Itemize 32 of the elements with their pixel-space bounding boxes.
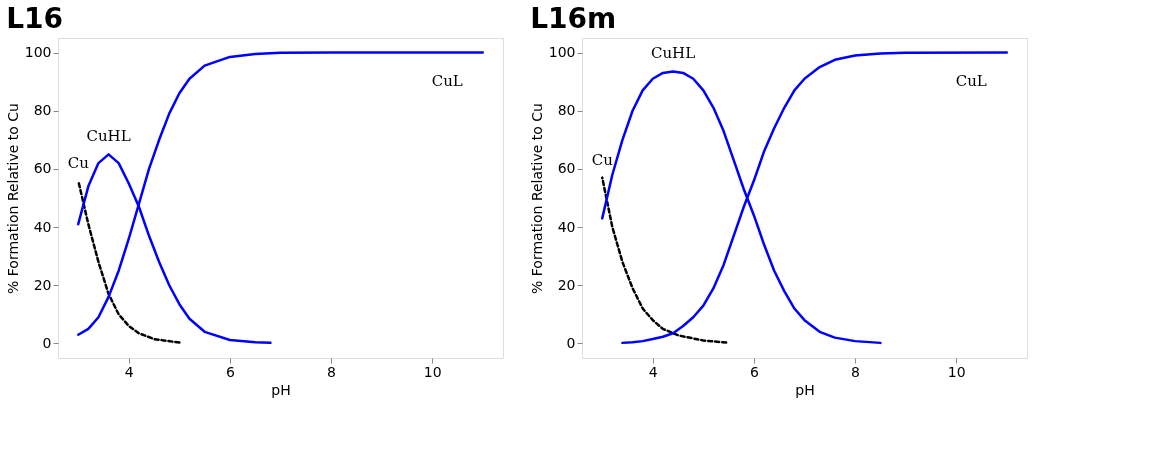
y-tick-label: 80 [557,102,576,119]
series-label: CuHL [650,44,696,63]
y-tick-label: 40 [33,218,52,235]
y-tick-label: 20 [33,276,52,293]
x-axis-title: pH [271,381,291,398]
chart-title: L16m [530,2,617,35]
x-tick-label: 8 [851,363,861,380]
y-tick-label: 0 [42,334,52,351]
y-tick-label: 100 [24,44,52,61]
y-tick-label: 0 [566,334,576,351]
y-axis-title: % Formation Relative to Cu [4,103,21,294]
series-label: CuHL [86,127,131,146]
x-tick-label: 10 [947,363,966,380]
y-tick-label: 80 [33,102,52,119]
series-label: CuL [431,71,463,90]
series-label: Cu [67,153,90,172]
x-tick-label: 10 [423,363,442,380]
chart-title: L16 [6,2,64,35]
y-tick-label: 100 [548,44,576,61]
x-tick-label: 8 [327,363,337,380]
x-tick-label: 4 [648,363,658,380]
x-axis-title: pH [795,381,815,398]
series-label: CuL [955,71,987,90]
x-tick-label: 6 [225,363,235,380]
x-tick-label: 6 [749,363,759,380]
y-tick-label: 20 [557,276,576,293]
y-tick-label: 40 [557,218,576,235]
y-axis-title: % Formation Relative to Cu [528,103,545,294]
x-tick-label: 4 [124,363,134,380]
series-label: Cu [591,150,614,169]
y-tick-label: 60 [557,160,576,177]
y-tick-label: 60 [33,160,52,177]
